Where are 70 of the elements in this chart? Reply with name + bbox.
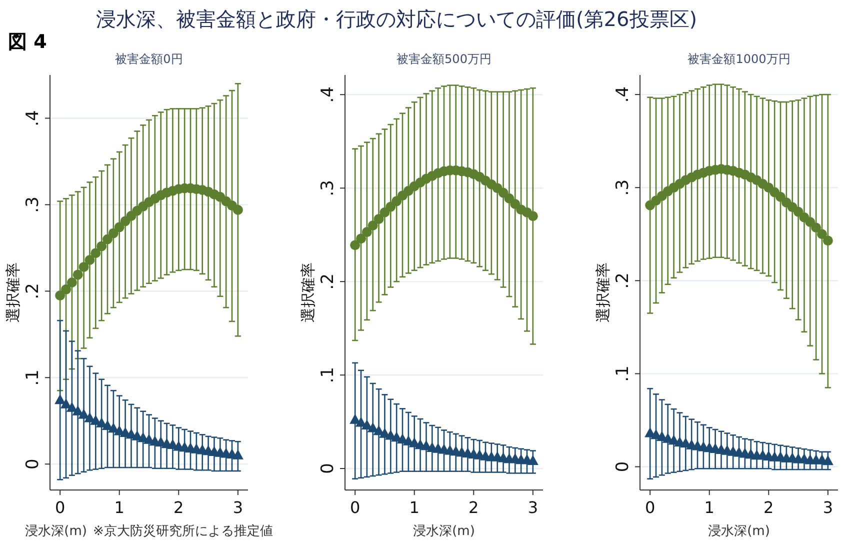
point bbox=[822, 236, 833, 246]
point bbox=[816, 229, 827, 240]
y-tick-label: .4 bbox=[613, 86, 633, 103]
y-tick-label: .3 bbox=[318, 180, 338, 196]
y-axis-title: 選択確率 bbox=[4, 262, 22, 322]
point bbox=[775, 192, 786, 202]
x-axis-title: 浸水深(m) bbox=[708, 524, 770, 539]
y-tick-label: .2 bbox=[23, 283, 43, 300]
chart-subtitle: 被害金額1000万円 bbox=[688, 52, 790, 66]
point bbox=[528, 211, 538, 222]
y-tick-label: 0 bbox=[23, 458, 43, 470]
y-tick-label: .3 bbox=[23, 196, 43, 213]
y-tick-label: .4 bbox=[318, 86, 338, 103]
point bbox=[350, 240, 360, 250]
y-axis-title: 選択確率 bbox=[594, 262, 612, 322]
caption: 図 4 bbox=[8, 31, 47, 53]
point bbox=[55, 290, 66, 300]
point bbox=[66, 402, 78, 412]
x-tick-label: 0 bbox=[644, 498, 656, 517]
x-tick-label: 0 bbox=[54, 498, 66, 517]
point bbox=[66, 278, 77, 288]
point bbox=[822, 455, 834, 466]
x-tick-label: 3 bbox=[528, 498, 538, 517]
x-tick-label: 3 bbox=[822, 498, 834, 517]
x-tick-label: 2 bbox=[174, 498, 184, 517]
x-tick-label: 2 bbox=[764, 498, 774, 517]
x-tick-label: 3 bbox=[232, 498, 244, 517]
point bbox=[527, 455, 538, 466]
point bbox=[96, 241, 107, 252]
point bbox=[392, 196, 402, 206]
point bbox=[805, 217, 816, 228]
point bbox=[374, 214, 384, 224]
x-tick-label: 2 bbox=[468, 498, 479, 517]
x-axis-title: 浸水深(m) bbox=[413, 524, 475, 539]
point bbox=[114, 222, 124, 232]
y-tick-label: .2 bbox=[613, 272, 633, 289]
y-tick-label: .4 bbox=[23, 110, 43, 126]
point bbox=[61, 284, 72, 294]
point bbox=[72, 405, 84, 416]
point bbox=[232, 449, 244, 460]
y-tick-label: .1 bbox=[23, 369, 43, 386]
point bbox=[368, 220, 378, 230]
y-tick-label: .1 bbox=[318, 366, 338, 384]
y-tick-label: 0 bbox=[318, 463, 338, 474]
chart-subtitle: 被害金額500万円 bbox=[396, 52, 492, 66]
x-tick-label: 1 bbox=[704, 498, 714, 517]
point bbox=[811, 222, 822, 233]
point bbox=[232, 204, 243, 215]
point bbox=[84, 255, 95, 266]
text: ※京大防災研究所による推定値 bbox=[92, 524, 273, 539]
y-tick-label: .3 bbox=[613, 179, 633, 196]
y-axis-title: 選択確率 bbox=[299, 262, 317, 322]
x-tick-label: 1 bbox=[409, 498, 420, 517]
x-axis-title: 浸水深(m) bbox=[25, 524, 87, 539]
y-tick-label: .2 bbox=[318, 273, 338, 290]
point bbox=[90, 248, 101, 258]
point bbox=[356, 234, 366, 244]
chart-subtitle: 被害金額0円 bbox=[115, 52, 183, 66]
x-tick-label: 1 bbox=[114, 498, 124, 517]
point bbox=[54, 394, 66, 404]
point bbox=[362, 227, 372, 238]
text: 浸水深、被害金額と政府・行政の対応についての評価(第26投票区) bbox=[96, 7, 698, 31]
point bbox=[510, 198, 520, 209]
point bbox=[72, 270, 83, 280]
y-tick-label: .1 bbox=[613, 366, 633, 382]
y-tick-label: 0 bbox=[613, 461, 633, 472]
point bbox=[78, 262, 89, 272]
x-tick-label: 0 bbox=[350, 498, 360, 517]
point bbox=[102, 234, 113, 244]
point bbox=[108, 228, 118, 238]
